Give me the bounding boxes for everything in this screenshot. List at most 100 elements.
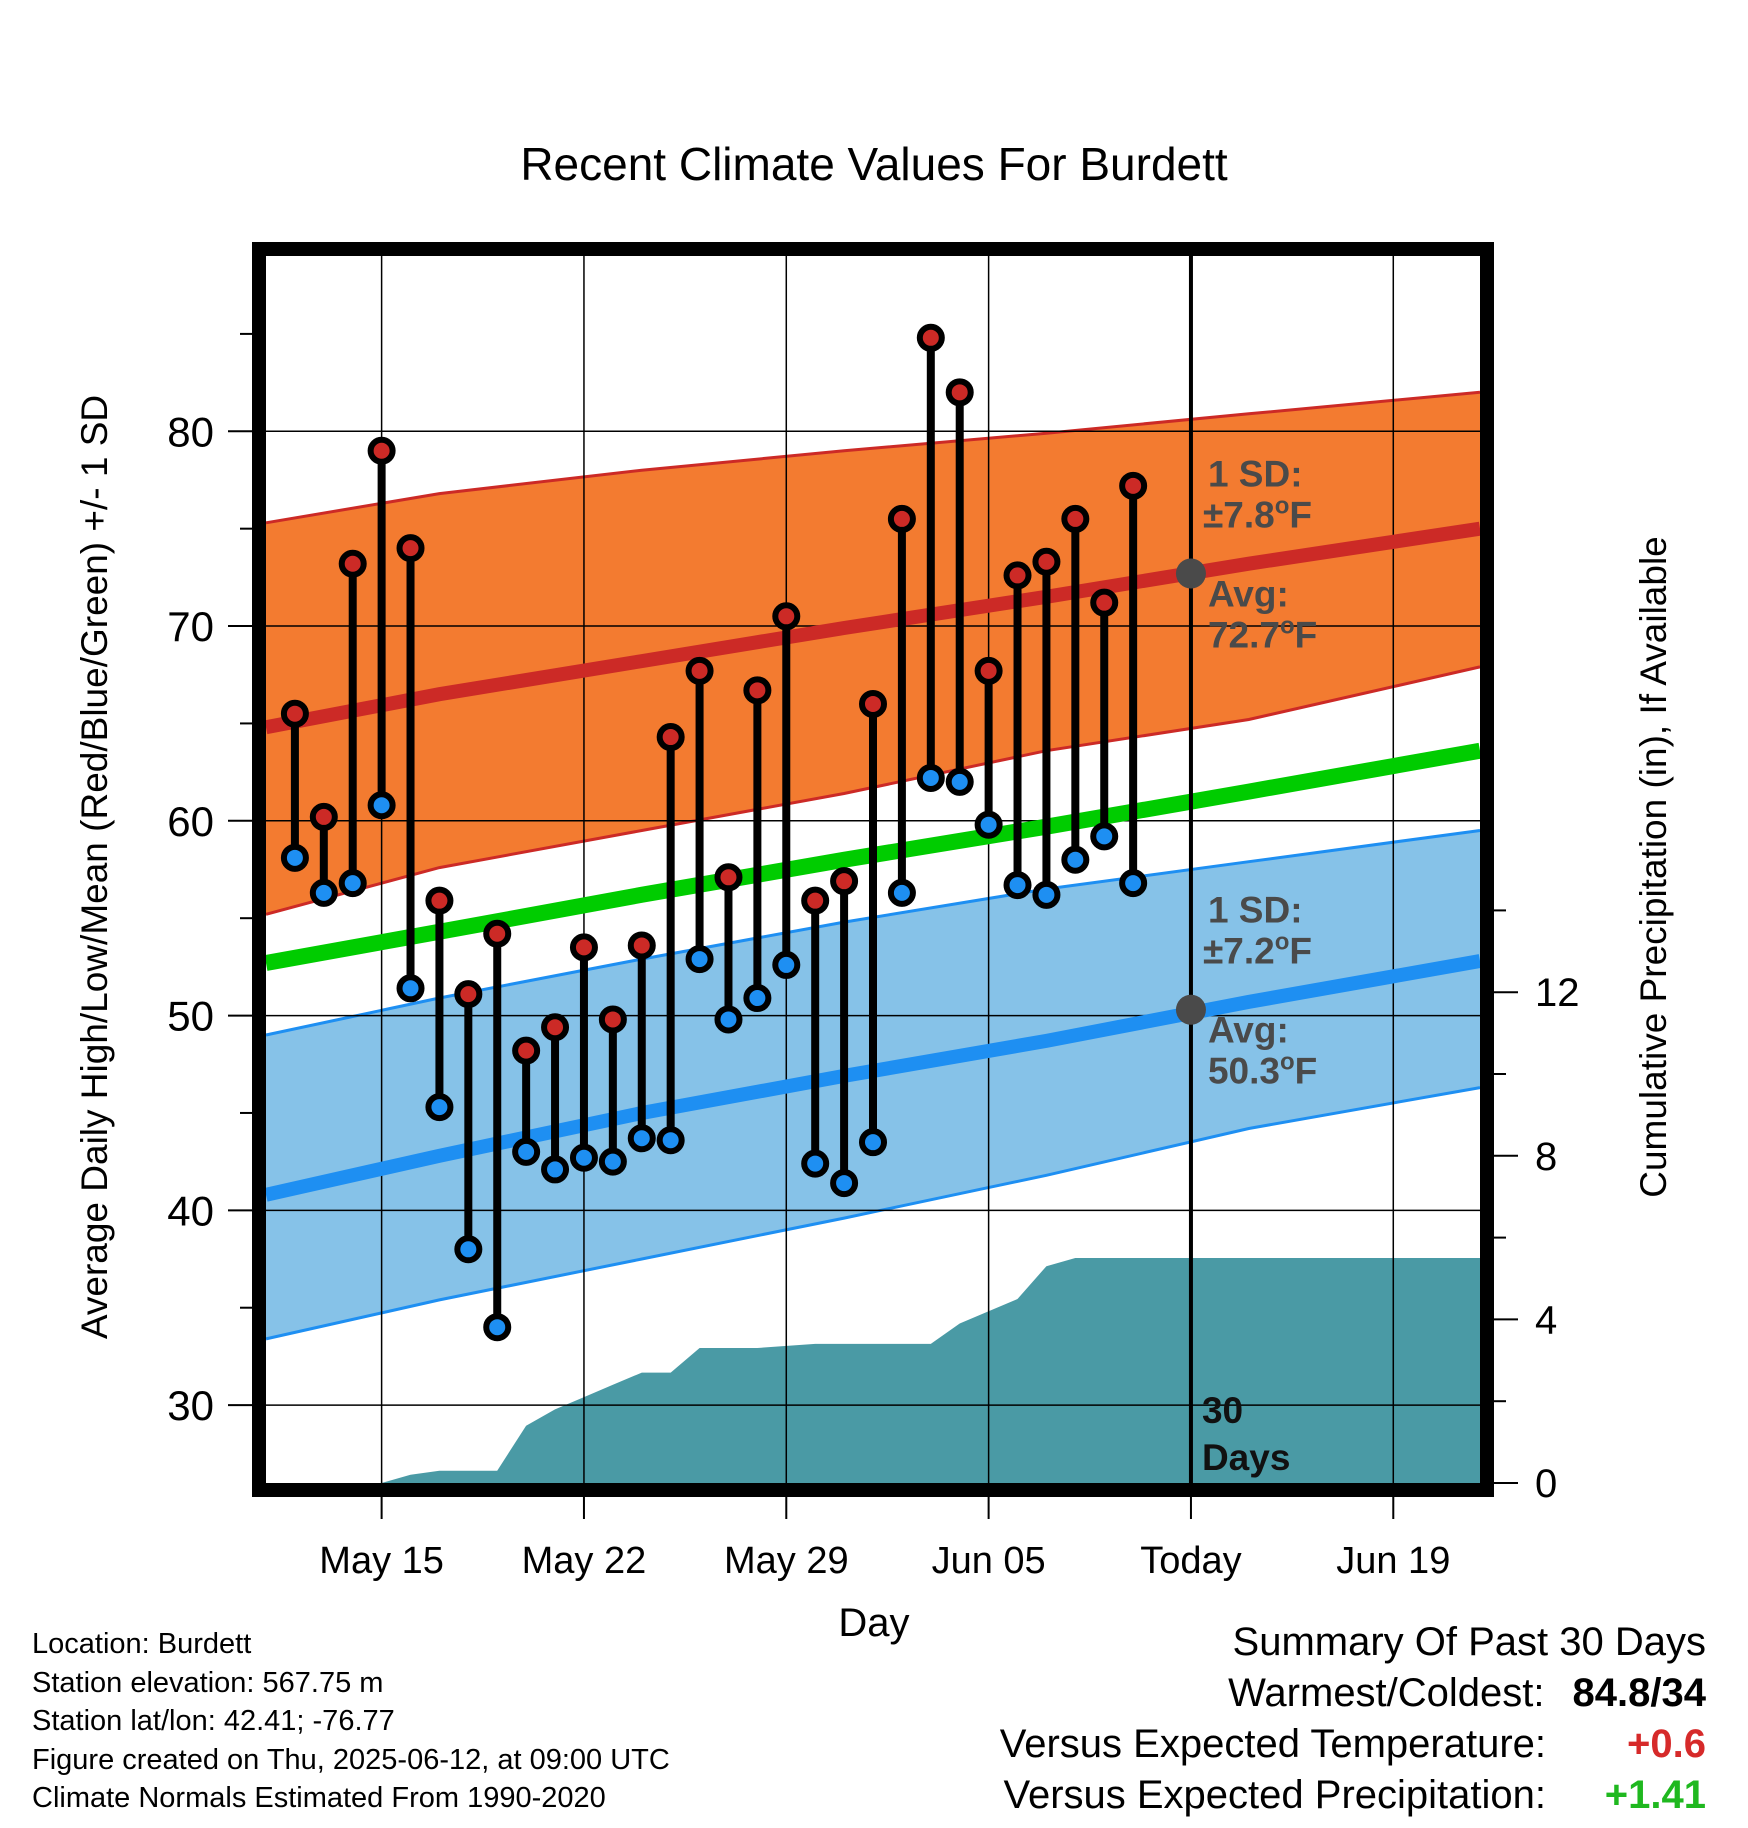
daily-high-point xyxy=(598,1005,627,1034)
daily-high-point xyxy=(945,378,974,407)
daily-high-point xyxy=(772,602,801,631)
daily-high-point xyxy=(1003,561,1032,590)
daily-low-point xyxy=(367,791,396,820)
daily-high-point xyxy=(367,436,396,465)
x-tick-label: Today xyxy=(1140,1540,1241,1582)
summary-temp-row: Versus Expected Temperature: +0.6 xyxy=(1000,1722,1706,1773)
temp-label: Versus Expected Temperature: xyxy=(999,1722,1546,1766)
daily-high-point xyxy=(1090,588,1119,617)
daily-low-point xyxy=(1061,845,1090,874)
high-avg-value: 72.7oF xyxy=(1208,612,1317,655)
latlon-text: Station lat/lon: 42.41; -76.77 xyxy=(32,1705,395,1737)
normal-high-line xyxy=(264,521,1482,735)
daily-high-point xyxy=(1032,547,1061,576)
high-sd-upper-line xyxy=(265,390,1481,525)
daily-low-point xyxy=(743,984,772,1013)
temp-value: +0.6 xyxy=(1627,1722,1706,1766)
daily-low-point xyxy=(1003,871,1032,900)
warmest-label: Warmest/Coldest: xyxy=(1228,1671,1545,1715)
x-axis-label: Day xyxy=(838,1601,909,1645)
precip-area xyxy=(266,1258,1480,1483)
today-high-avg-marker xyxy=(1175,558,1206,589)
x-tick-label: May 15 xyxy=(319,1540,444,1582)
daily-low-point xyxy=(627,1124,656,1153)
daily-high-point xyxy=(887,504,916,533)
location-text: Location: Burdett xyxy=(32,1628,252,1660)
daily-low-point xyxy=(569,1143,598,1172)
daily-low-point xyxy=(483,1313,512,1342)
y-tick-label: 60 xyxy=(167,798,214,845)
y2-tick-label: 8 xyxy=(1535,1135,1557,1179)
daily-high-point xyxy=(454,980,483,1009)
daily-low-point xyxy=(1032,880,1061,909)
warmest-value: 84.8/34 xyxy=(1572,1671,1706,1715)
daily-high-point xyxy=(743,676,772,705)
daily-high-point xyxy=(859,689,887,718)
daily-low-point xyxy=(541,1155,570,1184)
daily-high-point xyxy=(280,699,309,728)
y-tick-label: 40 xyxy=(167,1187,214,1234)
summary-warmest-row: Warmest/Coldest: 84.8/34 xyxy=(1000,1671,1706,1722)
daily-low-point xyxy=(859,1128,887,1157)
y-tick-label: 80 xyxy=(167,408,214,455)
daily-low-point xyxy=(425,1093,454,1122)
daily-low-point xyxy=(772,950,801,979)
y-tick-label: 50 xyxy=(167,993,214,1040)
window-days-number: 30 xyxy=(1202,1390,1243,1431)
high-sd-value: ±7.8oF xyxy=(1203,492,1312,535)
low-sd-value: ±7.2oF xyxy=(1203,929,1312,972)
daily-low-point xyxy=(1119,869,1148,898)
normals-text: Climate Normals Estimated From 1990-2020 xyxy=(32,1782,606,1814)
low-avg-value: 50.3oF xyxy=(1208,1049,1317,1092)
y2-tick-label: 0 xyxy=(1535,1462,1557,1506)
daily-low-point xyxy=(916,763,945,792)
daily-high-point xyxy=(541,1013,570,1042)
low-sd-lower-line xyxy=(265,1086,1481,1341)
daily-high-point xyxy=(569,933,598,962)
daily-low-point xyxy=(714,1005,743,1034)
daily-high-point xyxy=(1119,471,1148,500)
daily-high-point xyxy=(338,549,367,578)
daily-high-point xyxy=(627,931,656,960)
x-tick-label: May 29 xyxy=(724,1540,849,1582)
daily-high-point xyxy=(656,723,685,752)
daily-low-point xyxy=(830,1169,859,1198)
elevation-text: Station elevation: 567.75 m xyxy=(32,1666,384,1699)
y2-axis-label: Cumulative Precipitation (in), If Availa… xyxy=(1633,536,1674,1198)
y-axis-label: Average Daily High/Low/Mean (Red/Blue/Gr… xyxy=(74,395,115,1339)
high-sd-lower-line xyxy=(265,665,1481,916)
daily-high-point xyxy=(801,886,830,915)
daily-low-point xyxy=(396,974,425,1003)
precip-label: Versus Expected Precipitation: xyxy=(1003,1773,1546,1817)
y-tick-label: 70 xyxy=(167,603,214,650)
plot-frame xyxy=(252,242,1494,1497)
x-tick-label: Jun 05 xyxy=(932,1540,1046,1582)
daily-low-point xyxy=(801,1149,830,1178)
x-tick-label: Jun 19 xyxy=(1336,1540,1450,1582)
created-text: Figure created on Thu, 2025-06-12, at 09… xyxy=(32,1743,670,1776)
y2-tick-label: 12 xyxy=(1535,971,1580,1015)
summary-precip-row: Versus Expected Precipitation: +1.41 xyxy=(1000,1773,1706,1824)
daily-low-point xyxy=(887,878,916,907)
today-low-avg-marker xyxy=(1175,994,1206,1025)
low-sd-label: 1 SD: xyxy=(1208,890,1303,931)
daily-low-point xyxy=(598,1147,627,1176)
low-avg-label: Avg: xyxy=(1208,1010,1289,1051)
daily-low-point xyxy=(656,1126,685,1155)
daily-high-point xyxy=(685,656,714,685)
daily-high-point xyxy=(714,863,743,892)
daily-low-point xyxy=(309,878,338,907)
high-sd-label: 1 SD: xyxy=(1208,453,1303,494)
precip-value: +1.41 xyxy=(1604,1773,1706,1817)
x-tick-label: May 22 xyxy=(522,1540,647,1582)
high-sd-band xyxy=(266,392,1480,915)
daily-high-point xyxy=(512,1036,541,1065)
daily-high-point xyxy=(483,919,512,948)
station-info: Location: Burdett Station elevation: 567… xyxy=(32,1625,670,1818)
daily-low-point xyxy=(280,843,309,872)
daily-high-point xyxy=(1061,504,1090,533)
summary-heading-text: Summary Of Past 30 Days xyxy=(1232,1620,1706,1664)
daily-low-point xyxy=(685,945,714,974)
